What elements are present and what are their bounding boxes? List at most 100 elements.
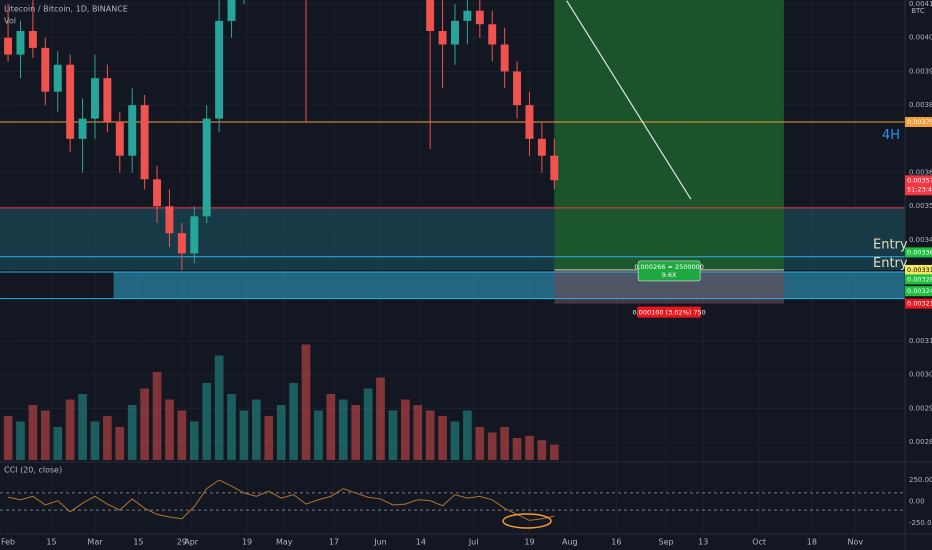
candle-body	[426, 0, 435, 32]
cci-tick-label: 0.00	[909, 498, 925, 506]
x-tick-label: 16	[611, 538, 621, 547]
volume-bar	[115, 427, 125, 460]
volume-bar	[53, 427, 63, 460]
candle-body	[202, 118, 211, 217]
volume-label: Vol	[4, 17, 16, 26]
candle-body	[451, 20, 459, 45]
y-tick-label: 0.003900	[909, 67, 932, 75]
volume-bar	[90, 421, 100, 460]
x-tick-label: Feb	[1, 538, 15, 547]
volume-bar	[487, 432, 497, 460]
candle-body	[153, 179, 162, 207]
y-tick-label: 0.003100	[909, 337, 932, 345]
currency-label: BTC	[911, 7, 925, 15]
volume-bar	[189, 421, 199, 460]
target-label-box	[637, 260, 701, 282]
y-tick-label: 0.003800	[909, 101, 932, 109]
x-tick-label: Apr	[184, 538, 199, 547]
volume-bar	[28, 405, 38, 460]
trend-line	[566, 0, 692, 200]
price-label-box	[905, 175, 932, 196]
cci-tick-label: -250.00	[909, 519, 932, 527]
candle-body	[215, 20, 224, 119]
price-label: 0.003248	[907, 287, 932, 295]
candle-body	[103, 78, 112, 122]
price-label: 0.003311	[907, 266, 932, 274]
volume-bar	[301, 344, 311, 460]
x-tick-label: Mar	[87, 538, 103, 547]
volume-bar	[413, 405, 423, 460]
target-label: 0.000266 ≈ 2500000	[634, 263, 704, 271]
candle-body	[227, 0, 236, 21]
volume-bar	[16, 421, 25, 460]
annotation: 4H	[882, 128, 900, 143]
countdown-label: 51:23:43	[907, 185, 932, 193]
y-tick-label: 0.004000	[909, 34, 932, 42]
volume-bar	[376, 377, 385, 460]
highlight-circle	[502, 513, 552, 529]
candle-body	[500, 44, 509, 72]
cci-pane	[0, 479, 905, 529]
x-tick-label: 18	[807, 538, 817, 547]
candle-body	[140, 105, 149, 180]
y-tick-label: 0.002900	[909, 404, 932, 412]
y-tick-label: 0.003500	[909, 202, 932, 210]
annotation: Entry	[873, 237, 908, 252]
volume-bar	[463, 410, 472, 460]
volume-bar	[388, 410, 398, 460]
volume-bar	[239, 410, 249, 460]
candle-body	[28, 31, 37, 48]
y-tick-label: 0.003600	[909, 169, 932, 177]
price-label-box	[905, 264, 932, 275]
volume-bar	[438, 416, 447, 460]
volume-bar	[165, 399, 174, 460]
candle-body	[66, 64, 75, 139]
x-tick-label: Aug	[562, 538, 578, 547]
cci-label: CCI (20, close)	[4, 466, 62, 475]
volume-bar	[127, 405, 137, 460]
candle-body	[165, 206, 174, 234]
x-tick-label: 17	[329, 538, 339, 547]
chart-title: Litecoin / Bitcoin, 1D, BINANCE	[4, 5, 128, 14]
cci-tick-label: 250.00	[909, 476, 932, 484]
candle-body	[525, 105, 534, 139]
stop-label-box	[637, 306, 702, 318]
volume-bar	[363, 388, 373, 460]
volume-bar	[549, 444, 559, 460]
y-tick-label: 0.004100	[909, 0, 932, 8]
volume-bar	[512, 438, 522, 460]
price-label: 0.003577	[907, 176, 932, 184]
candle-body	[128, 105, 137, 156]
volume-bar	[264, 416, 274, 460]
volume-bar	[252, 399, 261, 460]
cci-line	[7, 479, 555, 521]
volume-bar	[400, 399, 410, 460]
zone	[113, 271, 905, 299]
candle-body	[41, 47, 50, 92]
zones	[0, 0, 905, 304]
x-tick-label: 15	[46, 538, 56, 547]
candle-body	[115, 121, 124, 156]
annotation: Entry	[873, 256, 908, 271]
volume-bar	[177, 410, 187, 460]
candle-body	[537, 138, 546, 156]
x-tick-label: Sep	[658, 538, 673, 547]
price-label: 0.003363	[907, 248, 932, 256]
volume-bar	[103, 416, 112, 460]
volume-bar	[500, 427, 509, 460]
x-tick-label: Jun	[373, 538, 387, 547]
candle-body	[78, 118, 87, 139]
volume-bar	[326, 394, 336, 460]
y-tick-label: 0.003000	[909, 371, 932, 379]
volume-bar	[314, 410, 323, 460]
volume-bar	[338, 399, 348, 460]
volume-bar	[227, 394, 236, 460]
volume-bar	[3, 416, 13, 460]
volume-bar	[78, 394, 87, 460]
price-label: 0.003283	[907, 275, 932, 283]
volume-bar	[537, 440, 547, 460]
